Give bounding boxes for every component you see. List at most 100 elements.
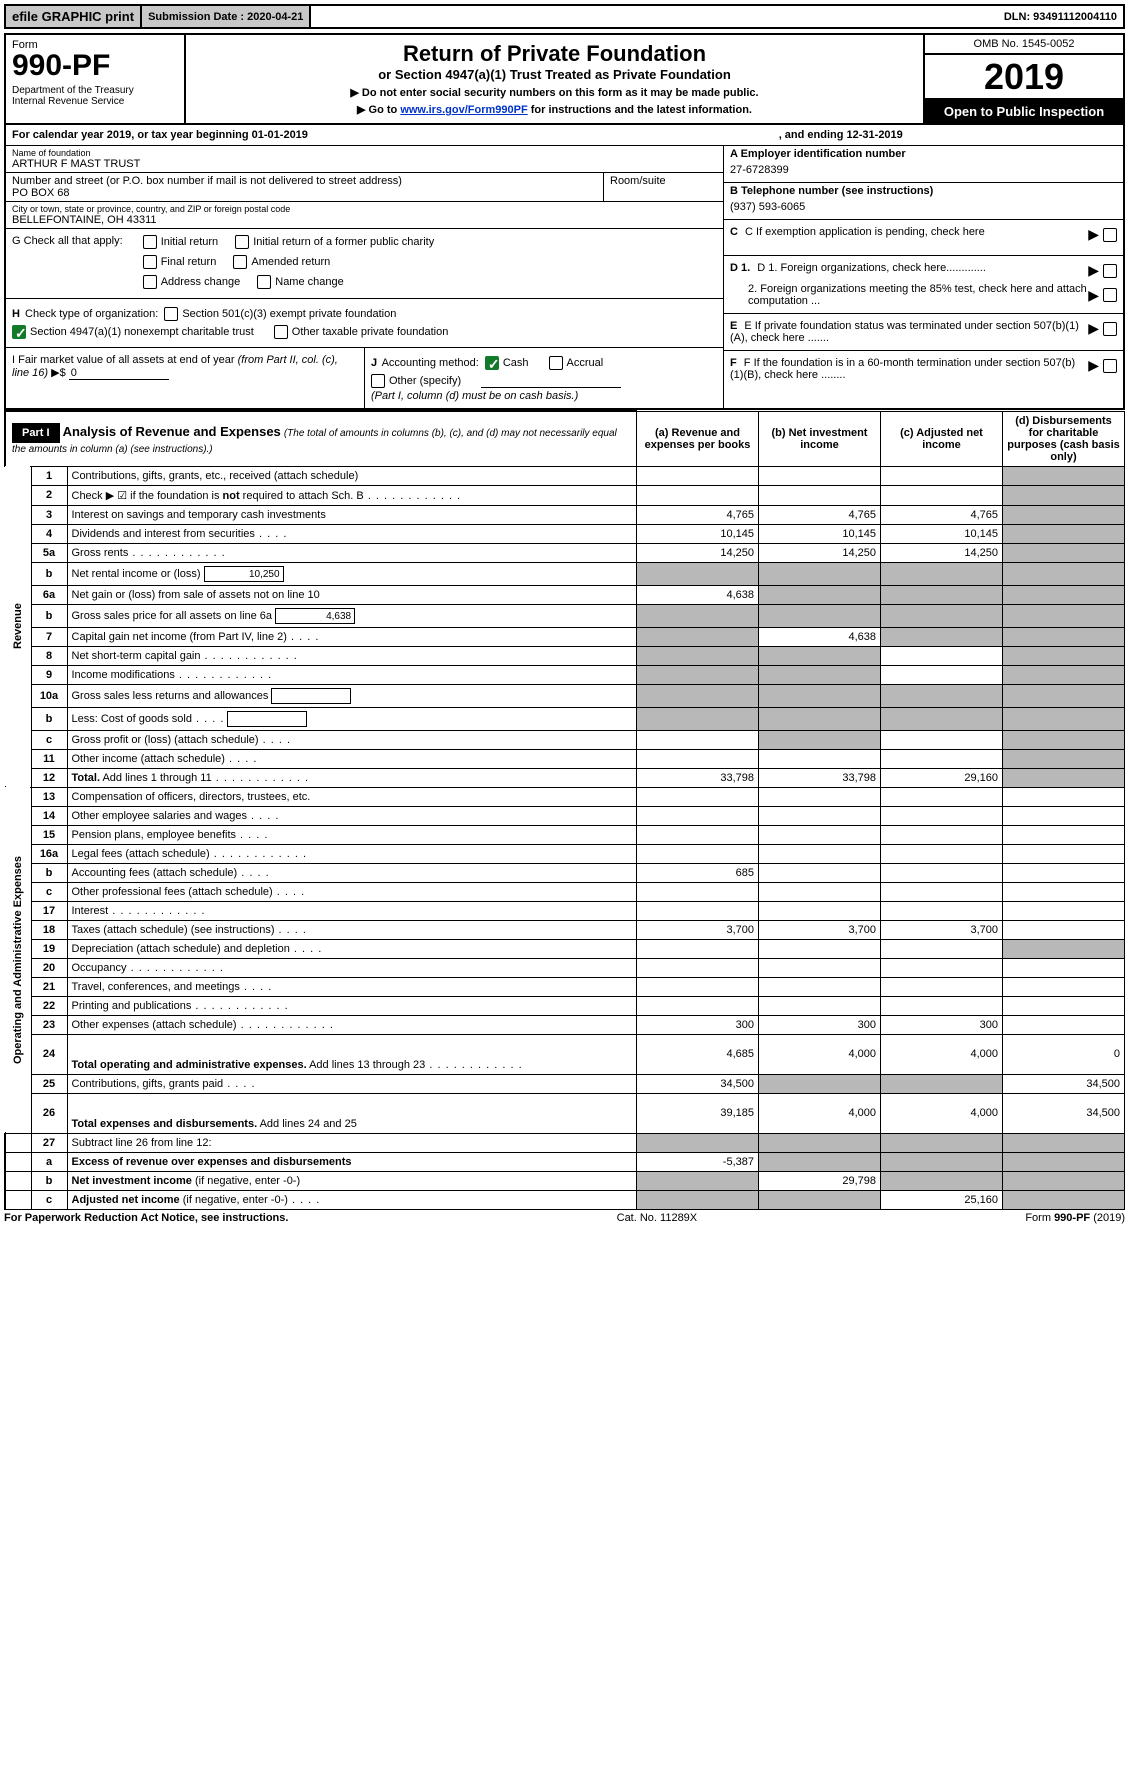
amount-cell — [1003, 787, 1125, 806]
table-row: bLess: Cost of goods sold — [5, 707, 1125, 730]
g-final-return[interactable] — [143, 255, 157, 269]
address-row: Number and street (or P.O. box number if… — [6, 173, 723, 202]
form-ref: Form 990-PF (2019) — [1025, 1212, 1125, 1224]
inline-amount — [271, 688, 351, 704]
line-number: 27 — [31, 1133, 67, 1152]
line-number: 26 — [31, 1093, 67, 1133]
table-row: 19Depreciation (attach schedule) and dep… — [5, 939, 1125, 958]
line-number: b — [31, 863, 67, 882]
g-address-change[interactable] — [143, 275, 157, 289]
amount-cell — [637, 646, 759, 665]
amount-cell — [759, 749, 881, 768]
i-value[interactable] — [69, 367, 169, 380]
j-cash[interactable] — [485, 356, 499, 370]
amount-cell — [1003, 1171, 1125, 1190]
top-bar: efile GRAPHIC print Submission Date : 20… — [4, 4, 1125, 29]
page-footer: For Paperwork Reduction Act Notice, see … — [4, 1212, 1125, 1224]
amount-cell — [759, 939, 881, 958]
g-name-change[interactable] — [257, 275, 271, 289]
line-desc: Compensation of officers, directors, tru… — [67, 787, 637, 806]
table-row: cOther professional fees (attach schedul… — [5, 882, 1125, 901]
j-other-specify[interactable] — [481, 375, 621, 388]
year-begin: For calendar year 2019, or tax year begi… — [12, 129, 565, 141]
amount-cell — [759, 646, 881, 665]
city-value: BELLEFONTAINE, OH 43311 — [12, 214, 717, 226]
ein-label: A Employer identification number — [730, 148, 1117, 160]
amount-cell — [1003, 707, 1125, 730]
h-501c3[interactable] — [164, 307, 178, 321]
foundation-name-label: Name of foundation — [12, 148, 717, 158]
line-number: 3 — [31, 505, 67, 524]
line-number: 6a — [31, 585, 67, 604]
line-number: 15 — [31, 825, 67, 844]
j-accrual[interactable] — [549, 356, 563, 370]
line-desc: Other income (attach schedule) — [67, 749, 637, 768]
d2-checkbox[interactable] — [1103, 288, 1117, 302]
amount-cell — [637, 882, 759, 901]
efile-graphic-print-button[interactable]: efile GRAPHIC print — [6, 6, 142, 27]
amount-cell: 300 — [637, 1015, 759, 1034]
amount-cell — [881, 684, 1003, 707]
amount-cell: 34,500 — [1003, 1074, 1125, 1093]
j-note: (Part I, column (d) must be on cash basi… — [371, 390, 717, 402]
amount-cell — [759, 707, 881, 730]
amount-cell — [881, 1133, 1003, 1152]
g-amended-return[interactable] — [233, 255, 247, 269]
amount-cell — [881, 825, 1003, 844]
col-a-header: (a) Revenue and expenses per books — [637, 411, 759, 466]
line-desc: Taxes (attach schedule) (see instruction… — [67, 920, 637, 939]
amount-cell — [759, 901, 881, 920]
e-checkbox[interactable] — [1103, 322, 1117, 336]
table-row: 27Subtract line 26 from line 12: — [5, 1133, 1125, 1152]
cat-number: Cat. No. 11289X — [617, 1212, 698, 1224]
d1-checkbox[interactable] — [1103, 264, 1117, 278]
section-label: Operating and Administrative Expenses — [5, 787, 31, 1133]
amount-cell — [759, 977, 881, 996]
amount-cell — [637, 604, 759, 627]
h-4947a1[interactable] — [12, 325, 26, 339]
spacer-cell — [5, 1190, 31, 1209]
amount-cell — [1003, 585, 1125, 604]
table-row: Revenue1Contributions, gifts, grants, et… — [5, 466, 1125, 485]
j-other[interactable] — [371, 374, 385, 388]
irs-link[interactable]: www.irs.gov/Form990PF — [400, 104, 527, 116]
city-row: City or town, state or province, country… — [6, 202, 723, 229]
table-row: 9Income modifications — [5, 665, 1125, 684]
g-initial-former[interactable] — [235, 235, 249, 249]
part1-table: Part I Analysis of Revenue and Expenses … — [4, 410, 1125, 1210]
amount-cell — [759, 958, 881, 977]
amount-cell — [759, 684, 881, 707]
amount-cell — [759, 844, 881, 863]
amount-cell — [881, 466, 1003, 485]
g-initial-return[interactable] — [143, 235, 157, 249]
line-desc: Net investment income (if negative, ente… — [67, 1171, 637, 1190]
part1-label: Part I — [12, 423, 60, 443]
amount-cell: 3,700 — [637, 920, 759, 939]
f-checkbox[interactable] — [1103, 359, 1117, 373]
note2-prefix: ▶ Go to — [357, 104, 400, 116]
c-checkbox[interactable] — [1103, 228, 1117, 242]
amount-cell — [637, 665, 759, 684]
ein-row: A Employer identification number 27-6728… — [724, 146, 1123, 183]
table-row: 10aGross sales less returns and allowanc… — [5, 684, 1125, 707]
line-number: 19 — [31, 939, 67, 958]
amount-cell — [637, 1190, 759, 1209]
line-desc: Check ▶ ☑ if the foundation is not requi… — [67, 485, 637, 505]
amount-cell — [1003, 1190, 1125, 1209]
table-row: bNet investment income (if negative, ent… — [5, 1171, 1125, 1190]
line-desc: Excess of revenue over expenses and disb… — [67, 1152, 637, 1171]
info-right: A Employer identification number 27-6728… — [723, 146, 1123, 408]
amount-cell: 14,250 — [637, 543, 759, 562]
line-number: 2 — [31, 485, 67, 505]
note2-suffix: for instructions and the latest informat… — [528, 104, 752, 116]
h-row: H Check type of organization: Section 50… — [6, 299, 723, 348]
amount-cell — [881, 996, 1003, 1015]
c-label: C If exemption application is pending, c… — [745, 226, 985, 238]
h-other-taxable[interactable] — [274, 325, 288, 339]
amount-cell — [759, 485, 881, 505]
amount-cell: 300 — [881, 1015, 1003, 1034]
line-number: 24 — [31, 1034, 67, 1074]
table-row: 14Other employee salaries and wages — [5, 806, 1125, 825]
amount-cell: 4,638 — [759, 627, 881, 646]
amount-cell — [759, 730, 881, 749]
